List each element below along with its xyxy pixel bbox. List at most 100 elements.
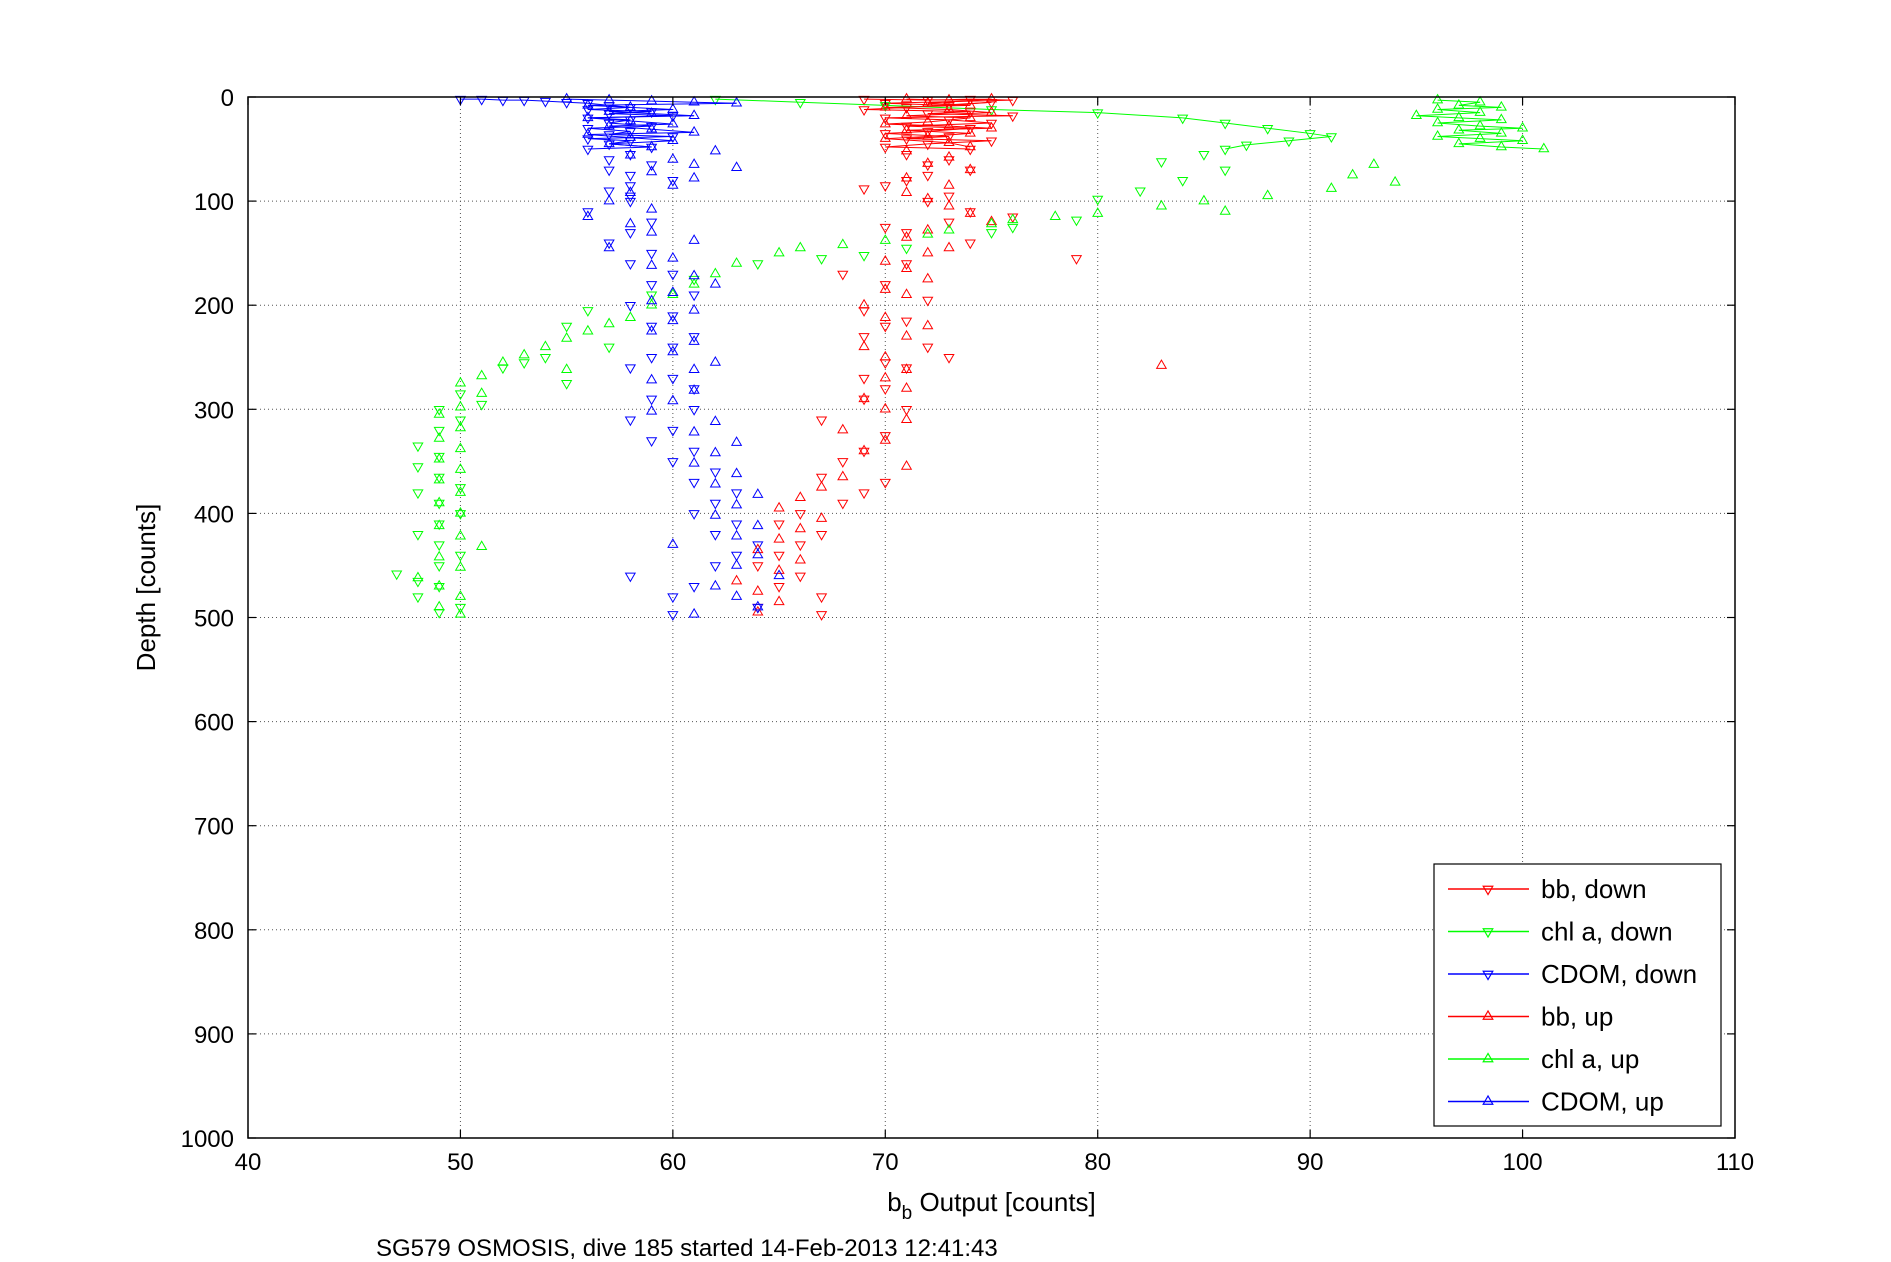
data-point [688,158,700,168]
data-point [985,215,998,226]
data-point [900,177,913,187]
data-point [645,354,658,364]
data-point [582,324,594,335]
data-point [1474,119,1486,130]
data-point [624,311,637,321]
data-point [815,473,828,484]
x-tick-label: 40 [235,1149,262,1176]
data-point [1368,158,1380,168]
data-point [985,137,998,148]
data-point [943,93,955,104]
data-point [922,197,934,208]
legend-marker [1482,1094,1494,1105]
data-point [709,530,721,541]
data-point [497,96,509,107]
series-line-segment [630,120,673,125]
data-point [1134,187,1146,198]
data-point [922,319,934,330]
series-line-segment [587,115,695,119]
data-point [773,532,785,543]
data-point [603,187,615,198]
series-line-segment [587,117,631,122]
data-point [879,254,891,265]
series-line-segment [885,138,950,144]
data-point [454,421,467,432]
legend-marker [1482,1052,1494,1063]
series-line-segment [885,121,928,125]
data-point [943,192,955,203]
data-point [688,275,700,286]
data-point [794,241,806,252]
data-point [667,374,679,385]
data-point [900,151,913,161]
data-point [730,436,743,446]
series-line-segment [1246,140,1289,146]
data-point [879,234,891,244]
legend-item: bb, up [1448,1002,1613,1032]
series-line-segment [906,112,992,117]
series-line-segment [906,98,950,101]
data-point [709,508,721,519]
data-point [752,584,764,595]
y-tick-label: 200 [194,293,234,320]
data-point [964,98,976,109]
data-point [837,470,849,481]
data-point [433,600,445,611]
series-3 [730,92,1168,616]
data-point [667,117,679,128]
data-point [943,136,955,147]
data-point [794,541,806,552]
data-point [645,161,658,172]
data-point [900,460,913,470]
data-point [730,590,743,600]
data-point [688,95,700,106]
ticks [247,96,1736,1139]
series-line-segment [587,131,695,135]
data-point [1070,255,1083,265]
data-point [624,229,637,239]
series-2 [454,95,764,621]
data-point [582,208,594,219]
data-point [709,415,721,426]
data-point [645,404,658,415]
data-point [964,145,976,156]
data-point [624,114,637,125]
data-point [900,363,913,373]
data-point [858,106,870,116]
data-point [922,223,934,234]
data-point [688,303,700,314]
data-point [688,583,700,593]
data-point [688,269,700,280]
legend-label: chl a, up [1541,1044,1639,1074]
data-point [1007,96,1019,107]
data-point [900,104,913,114]
data-point [709,477,721,488]
data-point [688,171,700,182]
data-point [815,530,828,541]
data-point [794,553,806,564]
data-point [667,458,679,468]
data-point [730,574,743,585]
data-point [879,143,891,154]
data-point [667,426,679,437]
data-point [1219,119,1231,130]
data-point [943,156,955,166]
data-point [412,489,424,500]
data-point [582,127,594,138]
data-point [688,335,700,345]
series-line-segment [587,146,652,150]
data-point [603,241,615,252]
data-point [964,111,976,122]
data-point [603,317,615,328]
data-point [985,121,998,132]
data-point [433,408,445,418]
data-point [1177,114,1189,125]
data-point [667,343,679,354]
data-point [667,345,679,356]
data-point [709,144,721,155]
data-point [603,119,615,130]
data-point [624,182,637,192]
legend-marker [1482,885,1494,896]
data-point [454,506,467,517]
data-point [476,540,488,550]
